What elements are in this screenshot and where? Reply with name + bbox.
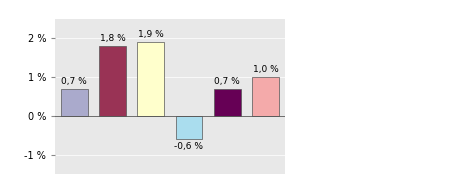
Bar — [175, 116, 202, 139]
Bar — [252, 77, 279, 116]
Text: 0,7 %: 0,7 % — [214, 77, 240, 86]
Text: 1,8 %: 1,8 % — [100, 34, 125, 43]
Bar — [61, 89, 88, 116]
Text: -0,6 %: -0,6 % — [174, 142, 203, 151]
Bar — [99, 46, 126, 116]
Bar — [137, 42, 164, 116]
Text: 1,9 %: 1,9 % — [138, 30, 163, 39]
Bar — [214, 89, 241, 116]
Text: 1,0 %: 1,0 % — [252, 65, 278, 74]
Text: 0,7 %: 0,7 % — [62, 77, 87, 86]
Legend: Kraftkrevende industri, Private husholdninger, Privat og offentlig tjenestetying: Kraftkrevende industri, Private husholdn… — [293, 52, 447, 137]
